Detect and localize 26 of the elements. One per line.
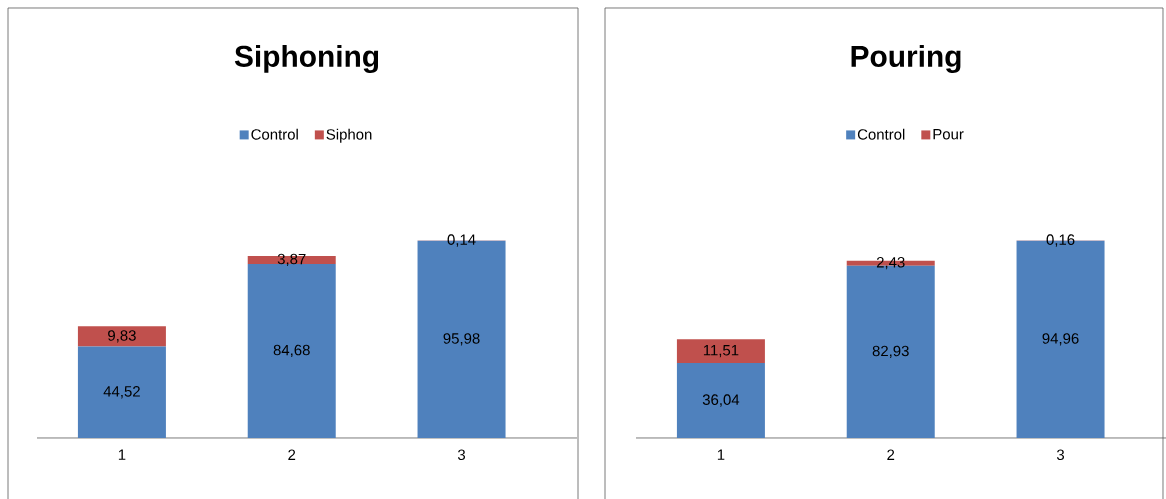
bar (77, 326, 166, 347)
bar (676, 363, 765, 438)
bar (77, 346, 166, 438)
x-tick-label: 3 (457, 449, 466, 461)
data-label: 84,68 (273, 344, 310, 358)
legend-label: Pour (933, 129, 964, 140)
chart-title: Siphoning (234, 45, 379, 73)
data-label: 95,98 (443, 333, 480, 346)
legend-label: Control (251, 128, 298, 140)
data-label: 11,51 (703, 345, 739, 358)
legend-label: Siphon (326, 128, 372, 143)
x-tick-label: 1 (717, 449, 725, 460)
bar (676, 339, 765, 364)
data-label: 82,93 (872, 345, 909, 359)
x-tick-label: 3 (1056, 449, 1065, 461)
x-tick-label: 2 (288, 449, 296, 460)
data-label: 94,96 (1042, 333, 1079, 346)
bar (247, 255, 336, 264)
chart-title: Pouring (851, 45, 961, 73)
x-tick-label: 2 (887, 449, 895, 460)
data-label: 36,04 (702, 394, 740, 407)
data-label: 9,83 (108, 330, 136, 343)
x-tick-label: 1 (118, 449, 126, 460)
data-label: 3,87 (277, 253, 306, 267)
legend-label: Control (857, 128, 905, 140)
data-label: 44,52 (103, 386, 140, 399)
